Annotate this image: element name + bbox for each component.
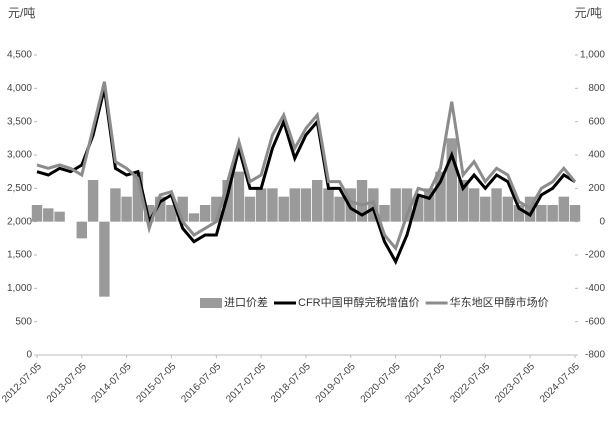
spread-bar [547, 205, 558, 222]
spread-bar [334, 196, 345, 222]
spread-bar [110, 188, 121, 222]
legend-label: 进口价差 [224, 295, 268, 309]
spread-bar [491, 188, 502, 222]
x-tick-label: 2018-07-05 [269, 361, 313, 405]
spread-bar [569, 205, 581, 222]
spread-bar [379, 205, 390, 222]
x-tick-label: 2022-07-05 [448, 361, 492, 405]
spread-bar [233, 171, 245, 222]
spread-bar [166, 205, 177, 222]
x-tick-label: 2023-07-05 [493, 361, 537, 405]
legend-label: 华东地区甲醇市场价 [450, 295, 549, 309]
spread-bar [155, 196, 166, 222]
x-tick-label: 2013-07-05 [45, 361, 89, 405]
y-tick-label: 500 [15, 316, 32, 327]
x-tick-label: 2012-07-05 [0, 361, 44, 405]
x-tick-label: 2014-07-05 [90, 361, 134, 405]
y-tick-label: 3,500 [7, 116, 32, 127]
spread-bar [278, 196, 289, 222]
spread-bar [199, 205, 211, 222]
y-tick-label: 2,000 [7, 216, 32, 227]
spread-bar [244, 196, 256, 222]
spread-bar [255, 188, 267, 222]
spread-bar [513, 205, 525, 222]
price-line [36, 87, 576, 266]
spread-bar [132, 171, 144, 222]
x-tick-label: 2019-07-05 [314, 361, 358, 405]
spread-bar [312, 180, 323, 222]
spread-bar [211, 196, 222, 222]
y-tick-label: 2,500 [7, 183, 32, 194]
spread-bar [446, 138, 457, 222]
y-tick-label: 1,000 [7, 283, 32, 294]
spread-bar [468, 188, 480, 222]
spread-bar [54, 211, 65, 222]
y2-tick-label: 200 [588, 183, 605, 194]
y-tick-label: 4,500 [7, 50, 32, 61]
spread-bar [435, 171, 446, 222]
y-unit-left: 元/吨 [8, 6, 35, 20]
spread-bar [188, 213, 200, 222]
spread-bar [267, 188, 278, 222]
x-tick-label: 2021-07-05 [404, 361, 448, 405]
spread-bar [121, 196, 132, 222]
y-tick-label: 3,000 [7, 150, 32, 161]
legend-swatch [200, 298, 222, 308]
legend-label: CFR中国甲醇完税增值价 [298, 295, 420, 309]
x-tick-label: 2017-07-05 [224, 361, 268, 405]
spread-bar [222, 180, 233, 222]
y2-tick-label: 600 [588, 116, 605, 127]
spread-bar [87, 180, 99, 222]
spread-bar [323, 188, 334, 222]
spread-bar [300, 188, 312, 222]
x-tick-label: 2016-07-05 [179, 361, 223, 405]
price-line [36, 81, 577, 252]
y2-tick-label: 400 [588, 150, 605, 161]
y-unit-right: 元/吨 [575, 6, 602, 20]
spread-bar [31, 205, 43, 222]
spread-bar [424, 188, 435, 222]
spread-bar [76, 221, 88, 239]
y2-tick-label: 800 [588, 83, 605, 94]
y2-tick-label: -800 [585, 350, 605, 361]
spread-bar [99, 221, 110, 297]
spread-bar [143, 205, 155, 222]
spread-bar [502, 196, 514, 222]
spread-bar [558, 196, 570, 222]
y-tick-label: 4,000 [7, 83, 32, 94]
x-tick-label: 2015-07-05 [134, 361, 178, 405]
x-tick-label: 2024-07-05 [538, 361, 582, 405]
spread-bar [401, 188, 413, 222]
spread-bar [345, 188, 356, 222]
spread-bar [457, 180, 469, 222]
spread-bar [480, 196, 491, 222]
spread-bar [356, 180, 368, 222]
spread-bar [289, 188, 300, 222]
spread-bar [43, 208, 54, 222]
spread-bar [536, 205, 547, 222]
spread-bar [177, 196, 188, 222]
spread-bar [390, 188, 401, 222]
y2-tick-label: -400 [585, 283, 605, 294]
y2-tick-label: 0 [599, 216, 605, 227]
y2-tick-label: 1,000 [580, 50, 605, 61]
y2-tick-label: -200 [585, 250, 605, 261]
x-tick-label: 2020-07-05 [359, 361, 403, 405]
y-tick-label: 0 [26, 350, 32, 361]
y-tick-label: 1,500 [7, 250, 32, 261]
y2-tick-label: -600 [585, 316, 605, 327]
spread-bar [413, 196, 424, 222]
